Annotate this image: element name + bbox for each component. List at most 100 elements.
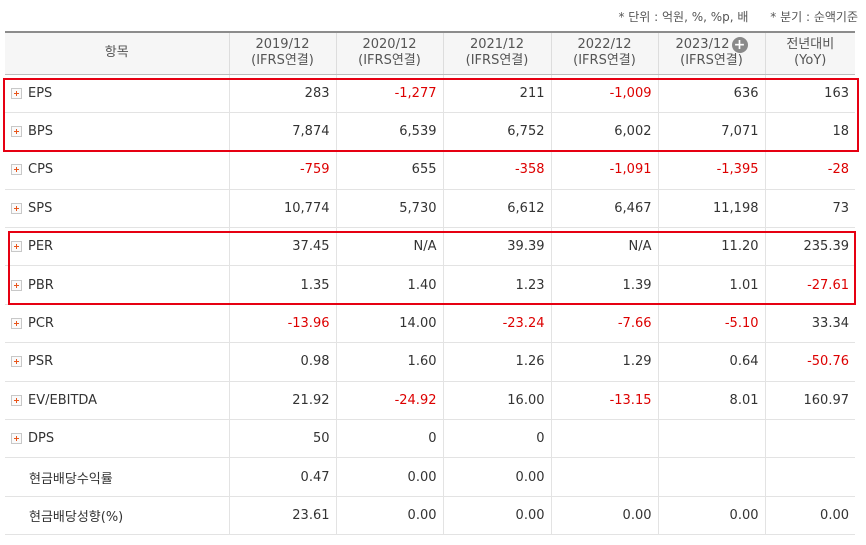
value-cell: -23.24 xyxy=(442,304,551,344)
header-basis: (IFRS연결) xyxy=(465,53,529,69)
value-cell: -5.10 xyxy=(657,304,765,344)
row-label: CPS xyxy=(28,162,54,178)
value-cell: 1.39 xyxy=(550,265,658,305)
value-cell: 5,730 xyxy=(335,189,443,229)
value-cell: 6,002 xyxy=(550,112,658,152)
header-2019: 2019/12 (IFRS연결) xyxy=(228,31,336,75)
value-cell xyxy=(657,457,765,497)
unit-notes: * 단위 : 억원, %, %p, 배 * 분기 : 순액기준 xyxy=(600,8,858,25)
value-cell: 7,071 xyxy=(657,112,765,152)
value-cell: -28 xyxy=(764,150,855,190)
value-cell: N/A xyxy=(550,227,658,267)
table-row: 현금배당수익률 0.47 0.00 0.00 xyxy=(5,457,855,497)
value-cell: 0.64 xyxy=(657,342,765,382)
row-label-cell[interactable]: EPS xyxy=(5,74,229,113)
row-label-cell[interactable]: EV/EBITDA xyxy=(5,381,229,421)
header-period-wrap: 2023/12 + xyxy=(660,37,764,54)
row-label-cell: 현금배당성향(%) xyxy=(5,496,229,536)
table-row: PCR -13.96 14.00 -23.24 -7.66 -5.10 33.34 xyxy=(5,304,855,344)
table-row: EV/EBITDA 21.92 -24.92 16.00 -13.15 8.01 160.9… xyxy=(5,381,855,421)
plus-square-icon[interactable] xyxy=(11,318,22,330)
value-cell: 50 xyxy=(228,419,336,459)
header-period: 2020/12 xyxy=(362,37,417,53)
value-cell: -1,091 xyxy=(550,150,658,190)
value-cell: 0.00 xyxy=(335,496,443,536)
value-cell: -24.92 xyxy=(335,381,443,421)
value-cell: 211 xyxy=(442,74,551,113)
value-cell: 0.00 xyxy=(764,496,855,536)
plus-square-icon[interactable] xyxy=(11,241,22,253)
header-item: 항목 xyxy=(5,31,229,75)
row-label-cell[interactable]: CPS xyxy=(5,150,229,190)
header-2022: 2022/12 (IFRS연결) xyxy=(550,31,658,75)
value-cell: N/A xyxy=(335,227,443,267)
value-cell: -50.76 xyxy=(764,342,855,382)
header-period: 2022/12 xyxy=(577,37,632,53)
value-cell: 21.92 xyxy=(228,381,336,421)
plus-square-icon[interactable] xyxy=(11,356,22,368)
value-cell: -27.61 xyxy=(764,265,855,305)
row-label: EPS xyxy=(28,85,53,101)
value-cell xyxy=(550,419,658,459)
value-cell: -358 xyxy=(442,150,551,190)
value-cell: -759 xyxy=(228,150,336,190)
header-basis: (IFRS연결) xyxy=(251,53,314,69)
table-row: PBR 1.35 1.40 1.23 1.39 1.01 -27.61 xyxy=(5,265,855,305)
value-cell: 6,539 xyxy=(335,112,443,152)
plus-square-icon[interactable] xyxy=(11,433,22,445)
value-cell: 0 xyxy=(442,419,551,459)
header-yoy-bottom: (YoY) xyxy=(794,53,827,69)
value-cell: -7.66 xyxy=(550,304,658,344)
value-cell: -13.15 xyxy=(550,381,658,421)
value-cell: 1.29 xyxy=(550,342,658,382)
plus-square-icon[interactable] xyxy=(11,279,22,291)
header-period: 2019/12 xyxy=(255,37,310,53)
value-cell xyxy=(550,457,658,497)
row-label-cell[interactable]: SPS xyxy=(5,189,229,229)
row-label-cell[interactable]: PSR xyxy=(5,342,229,382)
value-cell: 6,467 xyxy=(550,189,658,229)
plus-square-icon[interactable] xyxy=(11,126,22,138)
plus-square-icon[interactable] xyxy=(11,164,22,176)
table-row: PER 37.45 N/A 39.39 N/A 11.20 235.39 xyxy=(5,227,855,267)
value-cell: 1.40 xyxy=(335,265,443,305)
value-cell: 163 xyxy=(764,74,855,113)
value-cell xyxy=(764,419,855,459)
row-label-cell[interactable]: DPS xyxy=(5,419,229,459)
row-label-cell[interactable]: BPS xyxy=(5,112,229,152)
row-label: 현금배당성향(%) xyxy=(29,509,124,525)
value-cell: 18 xyxy=(764,112,855,152)
header-2023: 2023/12 + (IFRS연결) xyxy=(657,31,765,75)
value-cell xyxy=(657,419,765,459)
value-cell: 7,874 xyxy=(228,112,336,152)
value-cell: 16.00 xyxy=(442,381,551,421)
row-label: PSR xyxy=(28,354,54,370)
value-cell: 0.00 xyxy=(442,457,551,497)
row-label-cell[interactable]: PBR xyxy=(5,265,229,305)
plus-square-icon[interactable] xyxy=(11,202,22,214)
value-cell: 235.39 xyxy=(764,227,855,267)
value-cell: 0.00 xyxy=(335,457,443,497)
value-cell: 0.00 xyxy=(657,496,765,536)
row-label-cell[interactable]: PER xyxy=(5,227,229,267)
header-basis: (IFRS연결) xyxy=(358,53,421,69)
table-row: 현금배당성향(%) 23.61 0.00 0.00 0.00 0.00 0.00 xyxy=(5,496,855,536)
row-label: BPS xyxy=(28,124,54,140)
plus-square-icon[interactable] xyxy=(11,394,22,406)
unit-note: * 단위 : 억원, %, %p, 배 xyxy=(618,10,749,24)
row-label-cell[interactable]: PCR xyxy=(5,304,229,344)
value-cell: 1.26 xyxy=(442,342,551,382)
value-cell: 0.98 xyxy=(228,342,336,382)
value-cell: 0.47 xyxy=(228,457,336,497)
table-row: EPS 283 -1,277 211 -1,009 636 163 xyxy=(5,74,855,113)
header-2021: 2021/12 (IFRS연결) xyxy=(442,31,551,75)
value-cell: 11,198 xyxy=(657,189,765,229)
value-cell: -1,277 xyxy=(335,74,443,113)
header-period: 2021/12 xyxy=(469,37,524,53)
table-row: DPS 50 0 0 xyxy=(5,419,855,459)
table-header-row: 항목 2019/12 (IFRS연결) 2020/12 (IFRS연결) 202… xyxy=(5,31,855,75)
plus-circle-icon[interactable]: + xyxy=(731,37,748,54)
header-basis: (IFRS연결) xyxy=(573,53,636,69)
value-cell: 23.61 xyxy=(228,496,336,536)
plus-square-icon[interactable] xyxy=(11,87,22,99)
